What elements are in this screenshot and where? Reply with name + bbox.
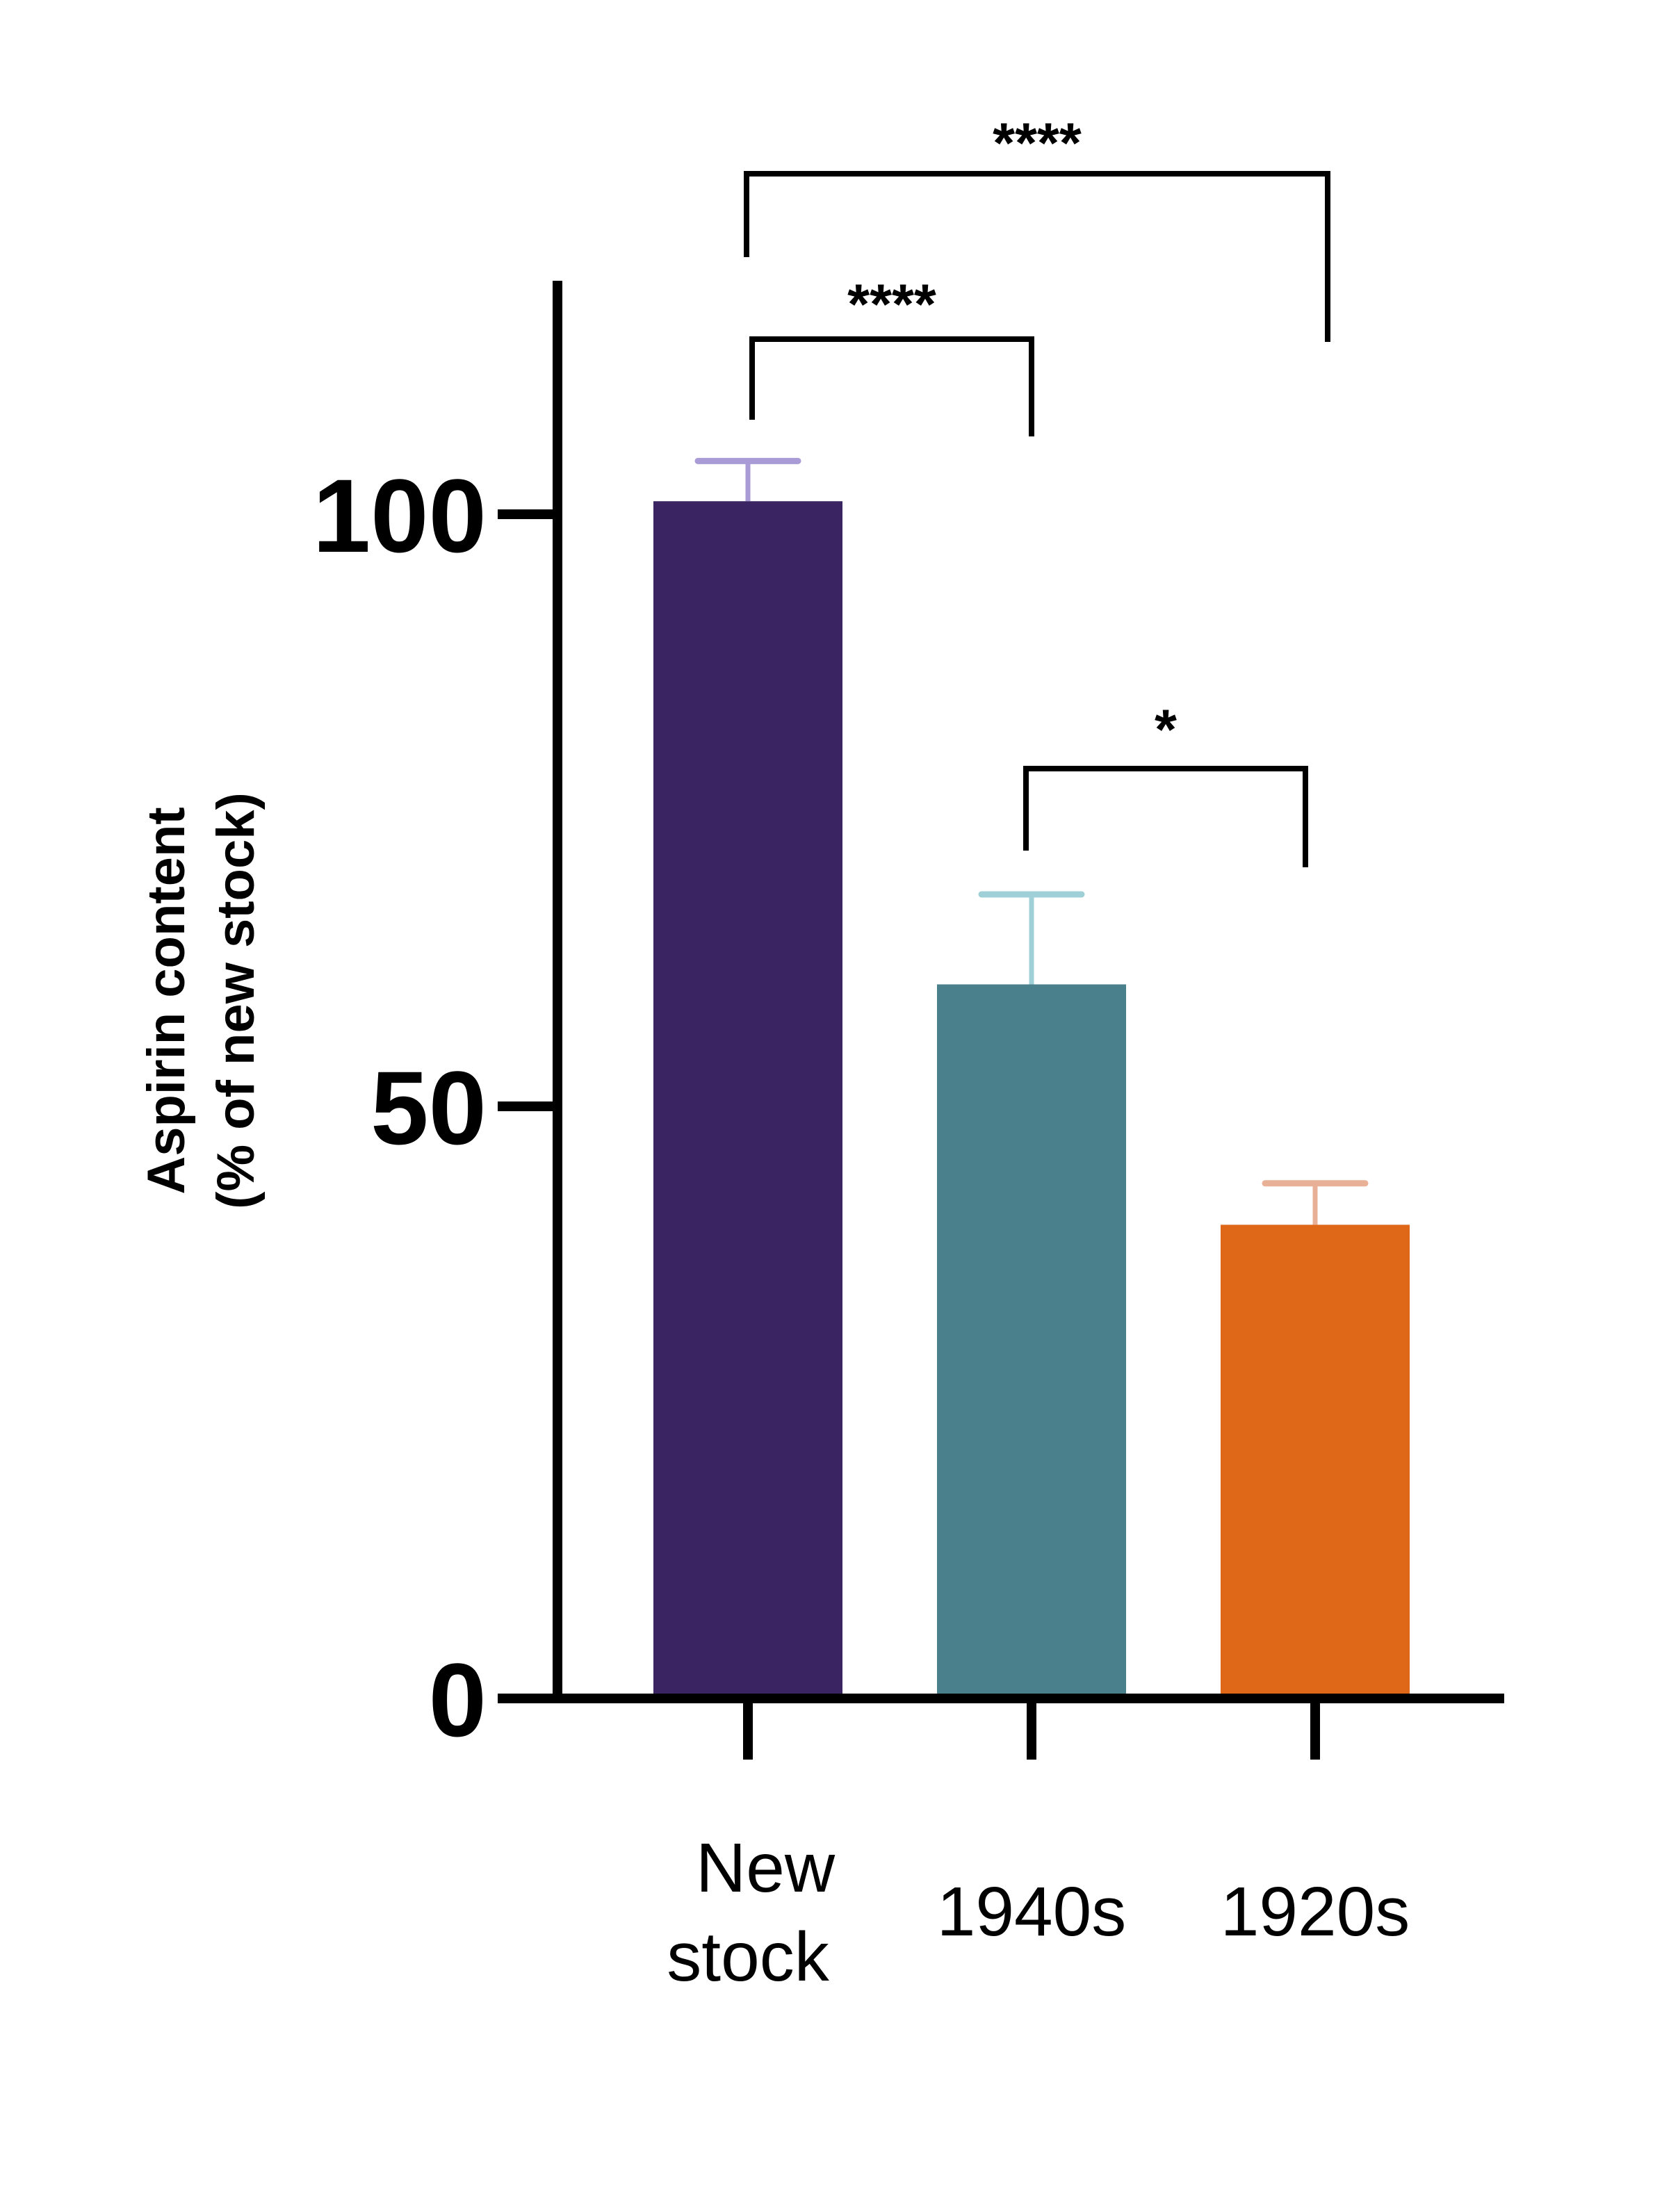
bars-group bbox=[653, 457, 1410, 1698]
y-axis-title-line-2: (% of new stock) bbox=[206, 792, 266, 1209]
x-tick-label: stock bbox=[667, 1918, 829, 1996]
y-axis-title-line-1: Aspirin content bbox=[137, 807, 196, 1194]
x-tick-label: 1920s bbox=[1221, 1873, 1410, 1951]
y-ticks-group: 0 50 100 bbox=[313, 457, 557, 1758]
y-axis-title: Aspirin content (% of new stock) bbox=[137, 792, 266, 1209]
significance-label: * bbox=[1155, 698, 1177, 762]
y-tick-label-50: 50 bbox=[370, 1049, 487, 1166]
bar bbox=[653, 501, 842, 1698]
significance-label: **** bbox=[993, 112, 1082, 175]
significance-bracket bbox=[749, 336, 1034, 436]
bar bbox=[1221, 1224, 1410, 1698]
x-tick-label: 1940s bbox=[937, 1873, 1126, 1951]
significance-brackets: ********* bbox=[744, 112, 1330, 867]
significance-label: **** bbox=[847, 273, 936, 336]
significance-bracket bbox=[744, 171, 1330, 342]
y-tick-label-0: 0 bbox=[429, 1641, 487, 1758]
x-tick-labels: New stock 1940s 1920s bbox=[667, 1829, 1410, 1996]
x-tick-label: New bbox=[696, 1829, 836, 1907]
bar bbox=[937, 984, 1126, 1698]
significance-bracket bbox=[1023, 766, 1308, 867]
y-tick-label-100: 100 bbox=[313, 457, 487, 574]
